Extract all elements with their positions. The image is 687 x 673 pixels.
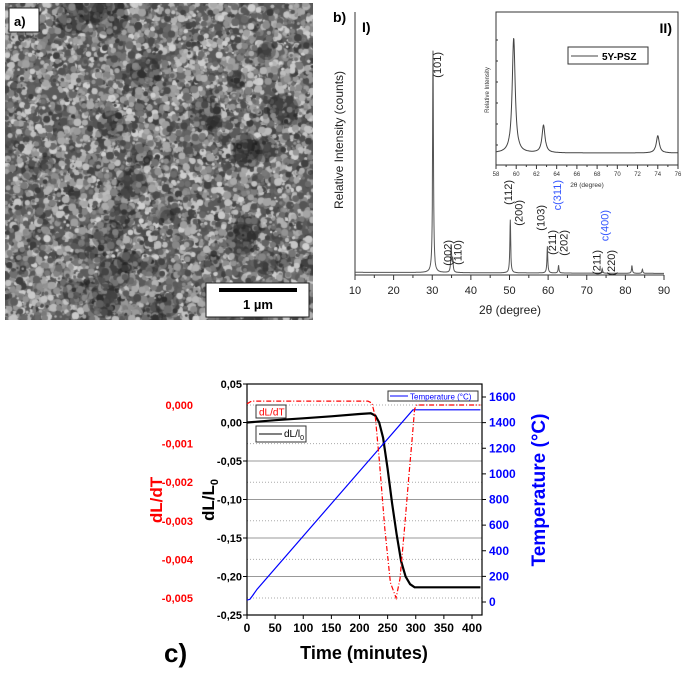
x-tick-label: 50 — [503, 285, 515, 297]
y-red-tick-label: -0,004 — [162, 554, 194, 566]
series-line — [246, 412, 481, 589]
inset-xrd-line — [495, 38, 678, 154]
y-right-tick-label: 400 — [489, 544, 509, 558]
x-tick-label: 200 — [349, 621, 369, 635]
y-right-tick-label: 1200 — [489, 441, 516, 455]
panel-a-label: a) — [14, 14, 26, 29]
y-red-tick-label: -0,003 — [162, 516, 193, 528]
y-left-axis-label-subscript: 0 — [209, 479, 221, 485]
inset-x-tick-label: 58 — [493, 172, 500, 178]
y-left-tick-label: 0,05 — [221, 379, 242, 391]
y-axis-label: Relative Intensity (counts) — [332, 71, 346, 209]
x-tick-label: 40 — [465, 285, 477, 297]
inset-x-tick-label: 72 — [634, 172, 641, 178]
legend-dll0-label: dL/l0 — [284, 429, 304, 442]
x-tick-label: 150 — [321, 621, 341, 635]
panel-c-label: c) — [164, 638, 187, 668]
legend-dldt-label: dL/dT — [259, 408, 285, 419]
y-left-tick-label: -0,15 — [217, 533, 242, 545]
x-tick-label: 350 — [434, 621, 454, 635]
x-tick-label: 90 — [658, 285, 670, 297]
inset-x-tick-label: 64 — [553, 172, 560, 178]
y-right-axis-label: Temperature (°C) — [529, 414, 550, 567]
x-tick-label: 80 — [619, 285, 631, 297]
inset-frame — [495, 11, 679, 166]
x-tick-label: 60 — [542, 285, 554, 297]
y-red-tick-label: 0,000 — [165, 400, 193, 412]
x-tick-label: 30 — [426, 285, 438, 297]
inset-x-tick-label: 68 — [594, 172, 601, 178]
series-line — [246, 400, 481, 601]
x-axis-label: 2θ (degree) — [479, 303, 541, 317]
panel-a-label-box — [8, 7, 40, 33]
y-red-tick-label: -0,005 — [162, 593, 193, 605]
legend-temperature-box — [387, 390, 479, 402]
scale-bar — [219, 288, 297, 292]
inset-y-axis-label: Relative Intensity — [485, 67, 491, 113]
inset-x-tick-label: 76 — [675, 172, 682, 178]
y-right-tick-label: 800 — [489, 493, 509, 507]
peak-label: (101) — [432, 52, 444, 78]
inset-x-tick-label: 66 — [574, 172, 581, 178]
inset-x-tick-label: 70 — [614, 172, 621, 178]
x-tick-label: 10 — [349, 285, 361, 297]
peak-label: (200) — [513, 200, 525, 226]
y-right-tick-label: 1000 — [489, 467, 516, 481]
y-right-tick-label: 200 — [489, 569, 509, 583]
y-left-axis-label: dL/L0 — [199, 479, 221, 521]
y-right-tick-label: 0 — [489, 595, 496, 609]
y-right-tick-label: 1400 — [489, 416, 516, 430]
y-left-tick-label: -0,10 — [217, 495, 242, 507]
y-red-tick-label: -0,002 — [162, 477, 193, 489]
peak-label: c(400) — [600, 210, 612, 241]
inset-x-tick-label: 74 — [654, 172, 661, 178]
series-line — [246, 409, 481, 601]
legend-dll0-subscript: 0 — [300, 435, 304, 442]
x-axis-label: Time (minutes) — [300, 643, 428, 663]
scale-bar-label: 1 µm — [243, 297, 273, 312]
x-tick-label: 50 — [268, 621, 282, 635]
peak-label: (211) — [547, 230, 559, 255]
x-tick-label: 400 — [462, 621, 482, 635]
x-tick-label: 100 — [293, 621, 313, 635]
peak-label: (002) — [443, 240, 455, 266]
peak-label: c(311) — [552, 180, 564, 210]
y-red-axis-label: dL/dT — [147, 476, 166, 523]
xrd-pattern-line — [355, 50, 664, 274]
y-right-tick-label: 1600 — [489, 390, 516, 404]
peak-label: (202) — [559, 230, 571, 256]
inset-x-axis-label: 2θ (degree) — [570, 182, 604, 189]
inset-legend-box — [567, 46, 649, 65]
y-left-tick-label: -0,20 — [217, 572, 242, 584]
y-left-tick-label: 0,00 — [221, 418, 242, 430]
inset-sublabel: II) — [660, 20, 672, 36]
peak-label: (220) — [606, 250, 618, 276]
peak-label: (110) — [452, 240, 464, 265]
peak-label: (112) — [503, 180, 515, 205]
legend-dldt-box — [255, 404, 287, 419]
inset-legend-label: 5Y-PSZ — [602, 52, 636, 63]
panel-b-sublabel: I) — [362, 19, 371, 35]
x-tick-label: 20 — [388, 285, 400, 297]
peak-label: (103) — [535, 205, 547, 231]
y-red-tick-label: -0,001 — [162, 439, 193, 451]
sem-micrograph — [5, 3, 313, 320]
y-right-tick-label: 600 — [489, 518, 509, 532]
x-tick-label: 300 — [406, 621, 426, 635]
inset-x-tick-label: 62 — [533, 172, 540, 178]
panel-b-label: b) — [333, 9, 346, 25]
peak-label: (211) — [591, 250, 603, 275]
x-tick-label: 70 — [581, 285, 593, 297]
y-left-tick-label: -0,05 — [217, 456, 242, 468]
y-left-tick-label: -0,25 — [217, 610, 242, 622]
x-tick-label: 250 — [378, 621, 398, 635]
x-tick-label: 0 — [244, 621, 251, 635]
legend-temperature-label: Temperature (°C) — [410, 393, 472, 402]
inset-x-tick-label: 60 — [513, 172, 520, 178]
